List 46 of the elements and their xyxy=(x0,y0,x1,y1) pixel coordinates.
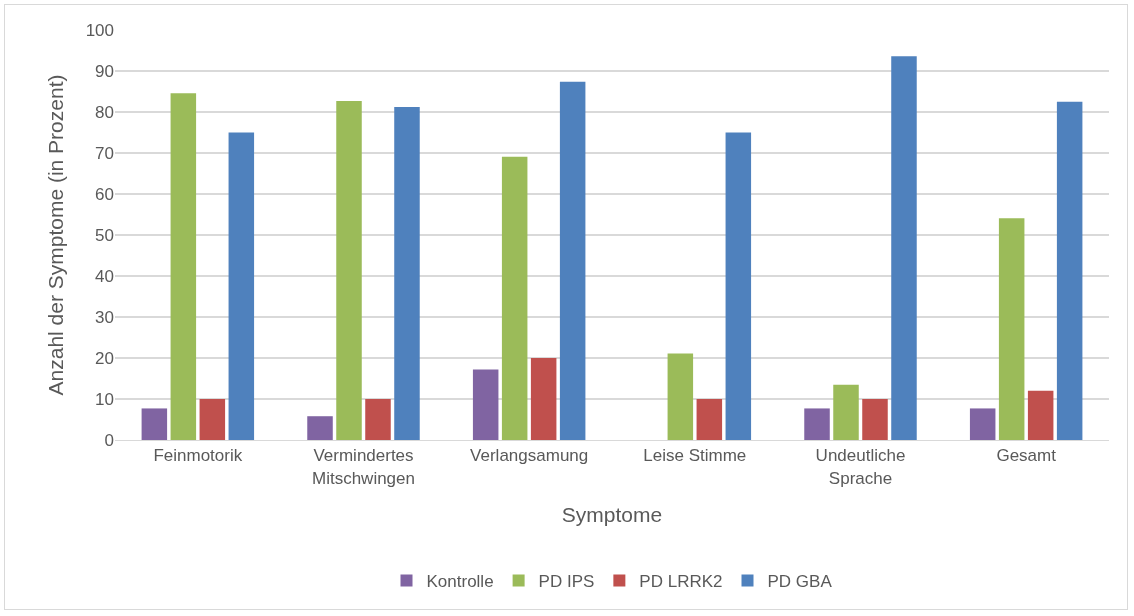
y-tick-label: 50 xyxy=(95,225,114,245)
bar xyxy=(228,132,255,440)
bar xyxy=(365,399,391,440)
y-tick-label: 30 xyxy=(95,307,114,327)
y-tick-label: 40 xyxy=(95,266,114,286)
bar xyxy=(559,81,586,440)
legend-label: PD IPS xyxy=(538,572,595,592)
bar xyxy=(862,399,888,440)
bar xyxy=(170,93,197,440)
y-tick-label: 80 xyxy=(95,102,114,122)
y-tick-label: 100 xyxy=(85,20,114,40)
x-tick-label: Undeutliche Sprache xyxy=(815,446,906,488)
bar xyxy=(501,156,528,440)
bar xyxy=(472,369,499,440)
y-tick-label: 90 xyxy=(95,61,114,81)
y-tick-label: 60 xyxy=(95,184,114,204)
bar xyxy=(833,384,859,440)
bar xyxy=(336,100,362,440)
x-tick-label: Leise Stimme xyxy=(643,446,747,466)
y-axis-title: Anzahl der Symptome (in Prozent) xyxy=(44,74,67,396)
bar xyxy=(141,408,168,440)
bar xyxy=(725,132,752,440)
x-tick-label: Gesamt xyxy=(996,446,1057,466)
x-tick-label: Vermindertes Mitschwingen xyxy=(312,446,415,488)
x-tick-label: Verlangsamung xyxy=(470,446,589,466)
bar xyxy=(891,56,917,440)
bar xyxy=(199,399,226,440)
legend-label: PD GBA xyxy=(767,572,833,592)
bar xyxy=(804,408,830,440)
y-tick-label: 10 xyxy=(95,389,114,409)
bar xyxy=(1027,390,1054,440)
y-tick-label: 0 xyxy=(104,430,114,450)
legend-label: PD LRRK2 xyxy=(639,572,723,592)
bar xyxy=(307,416,333,440)
x-tick-label: Feinmotorik xyxy=(153,446,243,466)
bar xyxy=(530,358,557,440)
x-axis-title: Symptome xyxy=(561,502,663,526)
bar xyxy=(394,107,420,440)
bar xyxy=(998,218,1025,440)
y-tick-label: 20 xyxy=(95,348,114,368)
bar xyxy=(969,408,996,440)
bar xyxy=(1056,101,1083,440)
y-tick-label: 70 xyxy=(95,143,114,163)
bar xyxy=(667,353,694,440)
legend-label: Kontrolle xyxy=(426,572,494,592)
bar xyxy=(696,399,723,440)
